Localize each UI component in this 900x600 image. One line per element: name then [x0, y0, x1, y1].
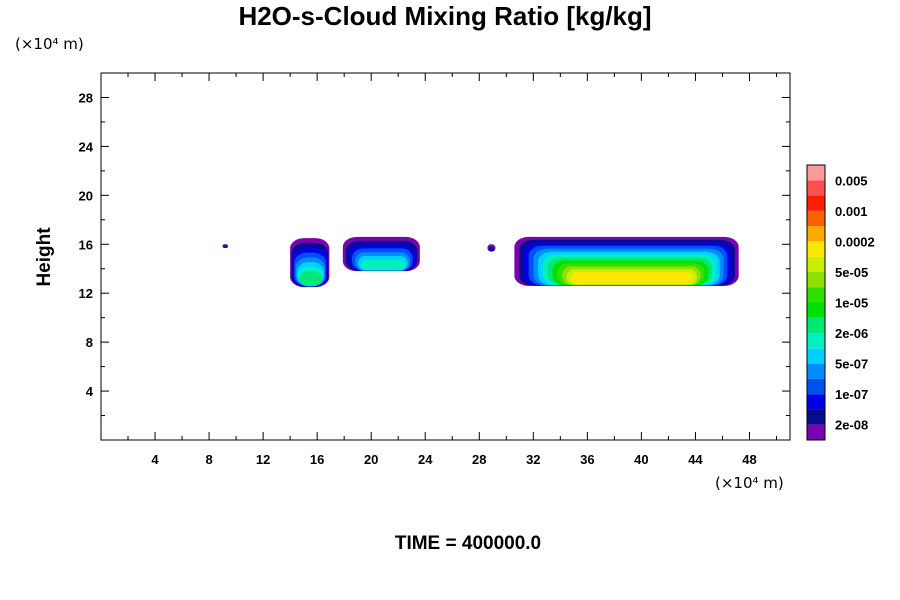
time-label: TIME = 400000.0	[395, 533, 541, 554]
colorbar-labels: 2e-08 1e-07 5e-07 2e-06 1e-05 5e-05 0.0002 0.00…	[835, 173, 875, 432]
x-tick-label: 44	[688, 452, 703, 467]
cloud-contour	[360, 259, 406, 271]
y-tick-label: 12	[79, 286, 93, 301]
colorbar-swatch	[807, 424, 825, 440]
y-axis-label: Height	[34, 227, 55, 287]
y-tick-label: 4	[86, 384, 94, 399]
colorbar-swatch	[807, 287, 825, 303]
axis-ticks	[101, 73, 790, 440]
cloud-contour	[571, 272, 694, 285]
x-tick-label: 40	[634, 452, 648, 467]
y-axis-unit: (×10⁴ m)	[15, 35, 84, 53]
colorbar-swatch	[807, 271, 825, 288]
colorbar-swatch	[807, 348, 825, 364]
x-tick-labels: 4 8 12 16 20 24 28 32 36 40 44 48	[151, 452, 756, 467]
colorbar-swatch	[807, 195, 825, 211]
cloud-field	[222, 236, 739, 288]
colorbar-swatch	[807, 180, 825, 196]
colorbar-frame	[806, 164, 826, 441]
colorbar-label: 5e-07	[835, 357, 868, 372]
x-tick-label: 36	[580, 452, 594, 467]
colorbar-swatch	[807, 302, 825, 318]
cloud-contour	[299, 271, 322, 286]
y-tick-label: 8	[86, 335, 93, 350]
colorbar-swatch	[807, 394, 825, 410]
x-tick-label: 20	[364, 452, 378, 467]
x-tick-label: 24	[418, 452, 433, 467]
colorbar-swatch	[807, 256, 825, 272]
cloud-contour	[223, 245, 228, 248]
chart-title: H2O-s-Cloud Mixing Ratio [kg/kg]	[238, 1, 651, 31]
x-tick-label: 48	[742, 452, 756, 467]
colorbar-label: 2e-08	[835, 418, 868, 433]
x-tick-label: 16	[310, 452, 324, 467]
colorbar-swatch	[807, 378, 825, 395]
y-tick-label: 16	[79, 237, 93, 252]
x-tick-label: 28	[472, 452, 486, 467]
y-tick-labels: 4 8 12 16 20 24 28	[79, 90, 94, 399]
colorbar-label: 5e-05	[835, 265, 868, 280]
colorbar-swatch	[807, 210, 825, 227]
colorbar-label: 0.005	[835, 173, 868, 188]
colorbar-swatch	[807, 409, 825, 425]
colorbar-swatch	[807, 363, 825, 379]
cloud-contour	[488, 247, 495, 252]
colorbar-label: 2e-06	[835, 326, 868, 341]
x-tick-label: 12	[256, 452, 270, 467]
x-tick-label: 4	[151, 452, 159, 467]
y-tick-label: 28	[79, 90, 93, 105]
colorbar	[806, 164, 826, 441]
colorbar-label: 0.001	[835, 204, 868, 219]
colorbar-label: 1e-05	[835, 296, 868, 311]
colorbar-swatch	[807, 317, 825, 334]
y-tick-label: 20	[79, 188, 93, 203]
x-axis-unit: (×10⁴ m)	[715, 474, 784, 492]
colorbar-label: 0.0002	[835, 234, 875, 249]
colorbar-swatch	[807, 165, 825, 181]
colorbar-swatch	[807, 333, 825, 349]
colorbar-swatch	[807, 226, 825, 242]
x-tick-label: 32	[526, 452, 540, 467]
y-tick-label: 24	[79, 139, 94, 154]
colorbar-label: 1e-07	[835, 387, 868, 402]
x-tick-label: 8	[205, 452, 212, 467]
colorbar-swatch	[807, 241, 825, 257]
